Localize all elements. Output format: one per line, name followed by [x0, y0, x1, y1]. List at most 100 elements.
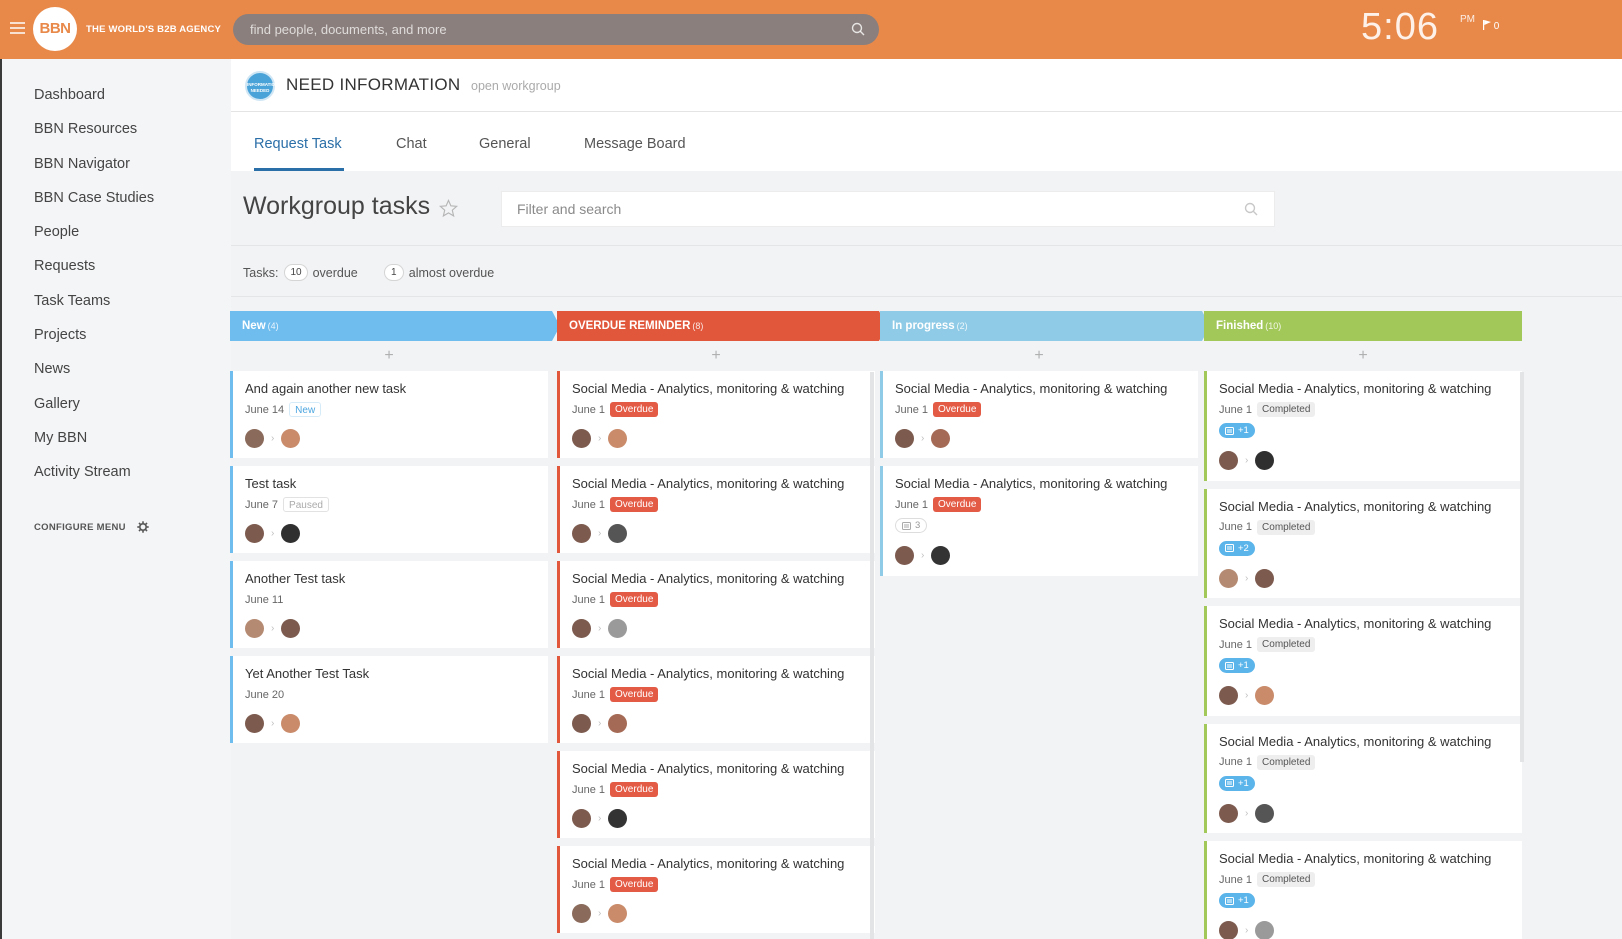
- search-icon[interactable]: [1244, 202, 1258, 216]
- global-search-input[interactable]: [250, 14, 830, 45]
- avatar[interactable]: [895, 428, 914, 448]
- task-card[interactable]: Social Media - Analytics, monitoring & w…: [1204, 606, 1522, 716]
- column-header[interactable]: OVERDUE REMINDER (8): [557, 311, 887, 341]
- task-card[interactable]: Social Media - Analytics, monitoring & w…: [1204, 488, 1522, 598]
- star-icon[interactable]: [439, 199, 458, 218]
- task-title: Social Media - Analytics, monitoring & w…: [895, 381, 1168, 396]
- task-card[interactable]: Social Media - Analytics, monitoring & w…: [557, 466, 875, 553]
- avatar[interactable]: [572, 903, 591, 923]
- sidebar-item-requests[interactable]: Requests: [34, 258, 96, 275]
- hamburger-menu-icon[interactable]: [10, 22, 25, 34]
- avatar[interactable]: [245, 428, 264, 448]
- overdue-count[interactable]: 10: [284, 264, 308, 281]
- sidebar-item-bbn-case-studies[interactable]: BBN Case Studies: [34, 189, 155, 206]
- task-card[interactable]: Test task June 7 Paused ›: [230, 466, 548, 553]
- avatar[interactable]: [281, 523, 301, 543]
- avatar[interactable]: [245, 618, 264, 638]
- sidebar-item-my-bbn[interactable]: My BBN: [34, 429, 88, 446]
- tab-chat[interactable]: Chat: [396, 136, 427, 152]
- avatar[interactable]: [608, 713, 628, 733]
- sidebar-item-bbn-resources[interactable]: BBN Resources: [34, 121, 138, 138]
- sidebar-item-gallery[interactable]: Gallery: [34, 395, 80, 412]
- avatar[interactable]: [931, 546, 951, 565]
- avatar[interactable]: [1255, 921, 1275, 939]
- tab-general[interactable]: General: [479, 136, 531, 152]
- avatar[interactable]: [895, 546, 914, 565]
- task-meta: June 1 Overdue: [572, 402, 863, 417]
- avatar[interactable]: [572, 618, 591, 638]
- avatar[interactable]: [1255, 686, 1275, 705]
- sidebar-item-task-teams[interactable]: Task Teams: [34, 292, 111, 309]
- column-header[interactable]: New (4): [230, 311, 560, 341]
- add-task-button[interactable]: +: [1034, 347, 1044, 364]
- task-card[interactable]: Yet Another Test Task June 20 ›: [230, 656, 548, 743]
- almost-overdue-count[interactable]: 1: [383, 264, 404, 281]
- task-card[interactable]: And again another new task June 14 New ›: [230, 371, 548, 458]
- sidebar-item-bbn-navigator[interactable]: BBN Navigator: [34, 155, 130, 172]
- subtask-badge[interactable]: +1: [1219, 893, 1255, 908]
- subtask-badge[interactable]: 3: [895, 518, 928, 533]
- task-assignees: ›: [572, 713, 863, 733]
- avatar[interactable]: [608, 523, 628, 543]
- avatar[interactable]: [1255, 568, 1275, 588]
- avatar[interactable]: [245, 523, 264, 543]
- column-scrollbar[interactable]: [870, 372, 874, 939]
- task-card[interactable]: Social Media - Analytics, monitoring & w…: [880, 466, 1198, 576]
- avatar[interactable]: [608, 428, 628, 448]
- avatar[interactable]: [281, 428, 301, 448]
- avatar[interactable]: [281, 713, 301, 733]
- bbn-logo[interactable]: BBN: [33, 7, 77, 51]
- avatar[interactable]: [1255, 803, 1275, 823]
- add-task-button[interactable]: +: [711, 347, 721, 364]
- sidebar-item-dashboard[interactable]: Dashboard: [34, 87, 105, 103]
- avatar[interactable]: [1219, 451, 1238, 470]
- avatar[interactable]: [1219, 921, 1238, 939]
- task-card[interactable]: Social Media - Analytics, monitoring & w…: [557, 751, 875, 838]
- task-title: Social Media - Analytics, monitoring & w…: [572, 476, 845, 491]
- avatar[interactable]: [572, 713, 591, 733]
- task-meta: June 1 Overdue: [895, 497, 1186, 512]
- avatar[interactable]: [608, 808, 628, 828]
- avatar[interactable]: [1219, 686, 1238, 705]
- subtask-badge[interactable]: +1: [1219, 423, 1255, 438]
- avatar[interactable]: [1255, 451, 1275, 470]
- avatar[interactable]: [572, 808, 591, 828]
- sidebar-item-news[interactable]: News: [34, 361, 71, 378]
- task-card[interactable]: Social Media - Analytics, monitoring & w…: [557, 561, 875, 648]
- tab-request-task[interactable]: Request Task: [254, 136, 342, 152]
- sidebar-item-people[interactable]: People: [34, 224, 80, 241]
- avatar[interactable]: [572, 523, 591, 543]
- status-badge: Completed: [1257, 754, 1316, 770]
- column-scrollbar[interactable]: [1520, 372, 1524, 762]
- task-card[interactable]: Social Media - Analytics, monitoring & w…: [880, 371, 1198, 458]
- task-card[interactable]: Social Media - Analytics, monitoring & w…: [557, 846, 875, 933]
- task-filter-input[interactable]: [517, 192, 1217, 226]
- avatar[interactable]: [608, 903, 628, 923]
- notifications[interactable]: 0: [1483, 20, 1499, 32]
- subtask-badge[interactable]: +2: [1219, 540, 1255, 556]
- tab-message-board[interactable]: Message Board: [584, 136, 686, 152]
- task-card[interactable]: Social Media - Analytics, monitoring & w…: [557, 371, 875, 458]
- avatar[interactable]: [1219, 803, 1238, 823]
- add-task-button[interactable]: +: [1358, 347, 1368, 364]
- task-card[interactable]: Social Media - Analytics, monitoring & w…: [1204, 723, 1522, 833]
- avatar[interactable]: [608, 618, 628, 638]
- column-header[interactable]: Finished (10): [1204, 311, 1522, 341]
- avatar[interactable]: [572, 428, 591, 448]
- avatar[interactable]: [1219, 568, 1238, 588]
- task-card[interactable]: Social Media - Analytics, monitoring & w…: [1204, 371, 1522, 481]
- search-icon[interactable]: [851, 22, 865, 36]
- task-card[interactable]: Social Media - Analytics, monitoring & w…: [557, 656, 875, 743]
- avatar[interactable]: [245, 713, 264, 733]
- task-card[interactable]: Social Media - Analytics, monitoring & w…: [1204, 841, 1522, 939]
- add-task-button[interactable]: +: [384, 347, 394, 364]
- subtask-badge[interactable]: +1: [1219, 775, 1255, 791]
- avatar[interactable]: [281, 618, 301, 638]
- column-header[interactable]: In progress (2): [880, 311, 1210, 341]
- sidebar-item-activity-stream[interactable]: Activity Stream: [34, 464, 131, 481]
- configure-menu-button[interactable]: CONFIGURE MENU: [34, 521, 149, 533]
- sidebar-item-projects[interactable]: Projects: [34, 327, 87, 344]
- task-card[interactable]: Another Test task June 11 ›: [230, 561, 548, 648]
- subtask-badge[interactable]: +1: [1219, 658, 1255, 673]
- avatar[interactable]: [931, 428, 951, 448]
